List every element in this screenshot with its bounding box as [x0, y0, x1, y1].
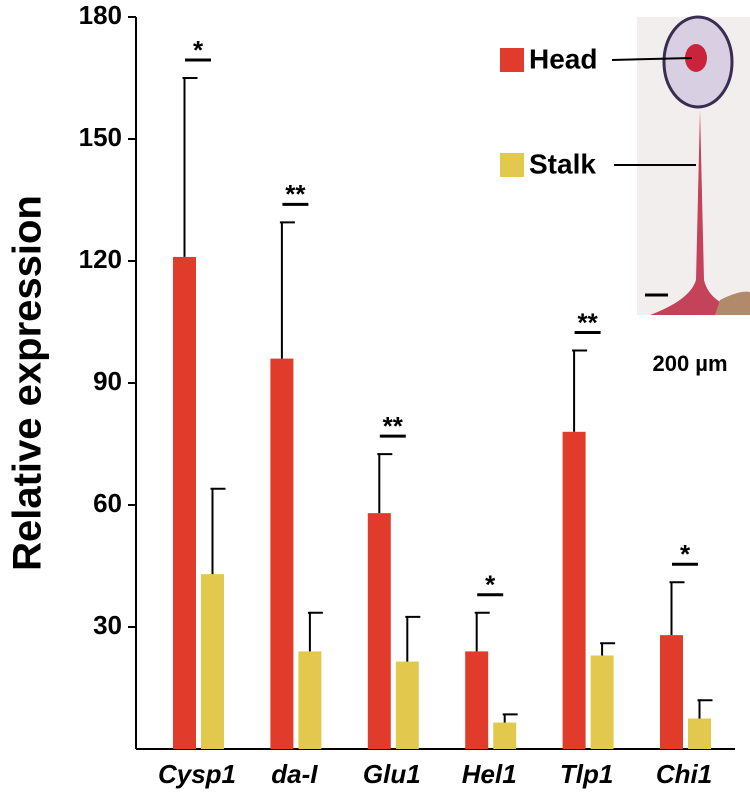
bar [590, 655, 614, 749]
scale-bar-label: 200 µm [652, 351, 727, 376]
significance-label: ** [577, 307, 598, 337]
significance-label: * [680, 539, 691, 569]
bar [298, 651, 322, 749]
error-bar [572, 349, 588, 432]
y-axis-label: Relative expression [6, 195, 50, 571]
legend-swatch [500, 153, 524, 177]
significance-label: ** [285, 179, 306, 209]
error-bar [279, 221, 295, 359]
x-tick-label: Cysp1 [158, 759, 236, 789]
bar [367, 513, 391, 749]
error-bar [182, 77, 198, 257]
bar [465, 651, 489, 749]
photo-tissue [715, 291, 750, 315]
y-tick-label: 60 [93, 488, 122, 518]
y-tick-label: 180 [79, 0, 122, 30]
error-bar [307, 611, 323, 652]
x-tick-label: Chi1 [656, 759, 712, 789]
x-tick-label: Hel1 [462, 759, 517, 789]
error-bar [377, 453, 393, 514]
error-bar [502, 713, 518, 723]
y-tick-label: 90 [93, 366, 122, 396]
error-bar [210, 487, 226, 575]
photo-head-core [685, 44, 707, 72]
bar [201, 574, 224, 749]
bar [395, 661, 419, 749]
y-tick-label: 30 [93, 610, 122, 640]
bar [493, 722, 517, 749]
significance-label: ** [383, 411, 404, 441]
bar [562, 431, 586, 749]
bar [173, 256, 196, 749]
bar [688, 718, 711, 749]
legend-swatch [500, 48, 524, 72]
significance-label: * [485, 570, 496, 600]
legend-pointer [611, 57, 693, 61]
significance-label: * [193, 35, 204, 65]
bar [660, 635, 683, 749]
x-tick-label: da-I [271, 759, 318, 789]
legend-label: Head [529, 43, 597, 74]
error-bar [669, 581, 685, 636]
bar [270, 358, 294, 749]
error-bar [405, 615, 421, 662]
y-tick-label: 120 [79, 244, 122, 274]
error-bar [474, 611, 490, 652]
legend-label: Stalk [529, 148, 596, 179]
x-tick-label: Glu1 [363, 759, 421, 789]
error-bar [600, 642, 616, 656]
photo-stalk [650, 110, 750, 315]
y-tick-label: 150 [79, 122, 122, 152]
error-bar [697, 699, 713, 719]
x-tick-label: Tlp1 [560, 759, 613, 789]
